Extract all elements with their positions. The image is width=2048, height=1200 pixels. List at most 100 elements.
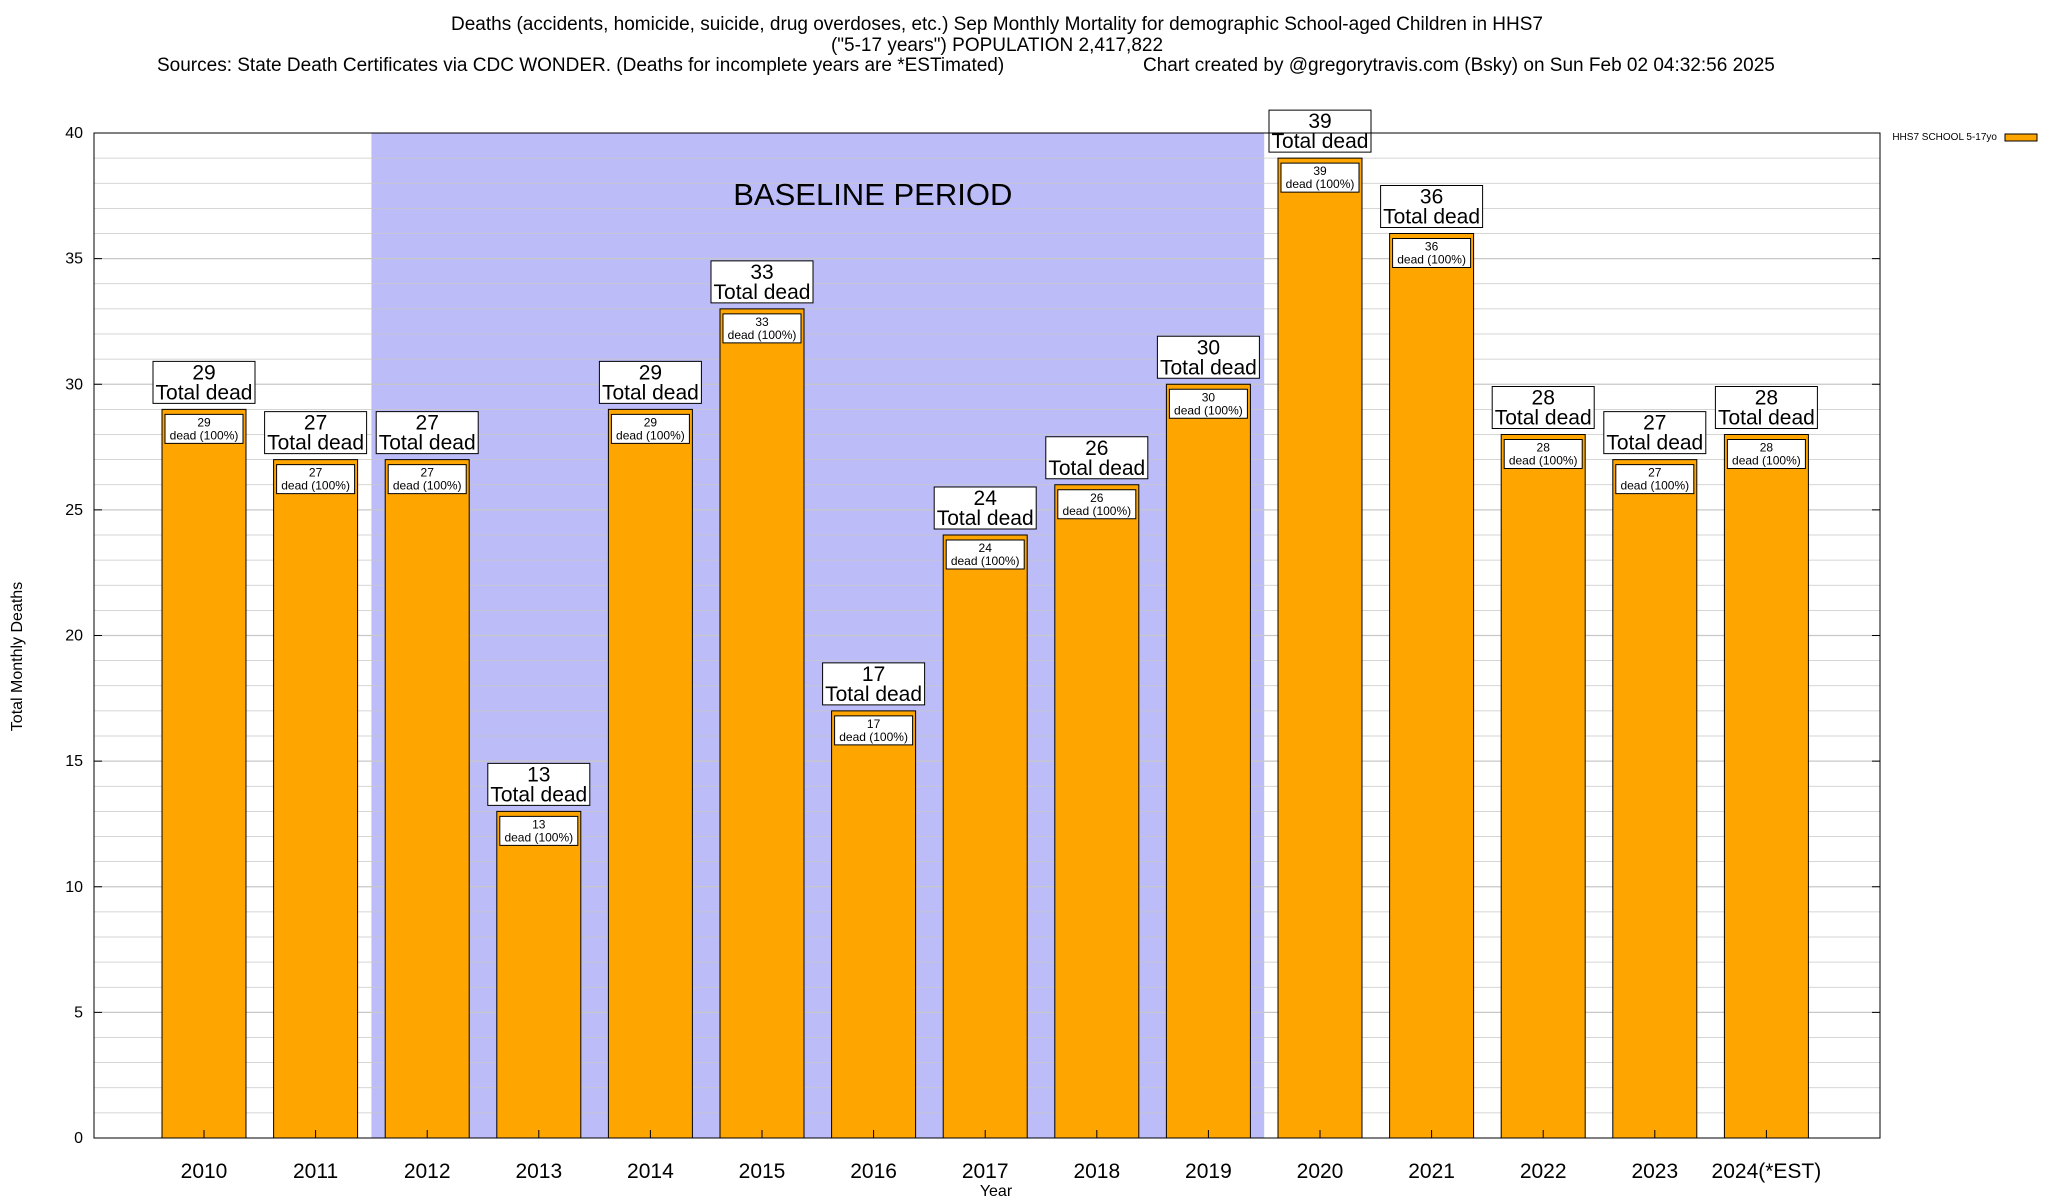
inner-value-label: 33 [755,315,769,329]
total-label-box [264,411,368,455]
y-tick-label: 10 [65,879,83,896]
total-dead-label: Total dead [379,432,476,455]
y-tick-label: 30 [65,376,83,393]
x-tick-label: 2013 [515,1160,562,1183]
total-value-label: 27 [416,412,439,435]
inner-label-box [164,413,244,444]
total-label-box [1491,386,1595,429]
inner-percent-label: dead (100%) [1286,177,1355,191]
inner-value-label: 28 [1760,441,1774,455]
total-dead-label: Total dead [1495,407,1592,430]
total-dead-label: Total dead [602,381,699,404]
inner-value-label: 39 [1313,164,1327,178]
inner-percent-label: dead (100%) [1397,253,1466,267]
y-axis-label: Total Monthly Deaths [9,582,26,731]
total-label-box [375,411,479,455]
inner-label-box [1726,439,1806,469]
x-axis-label: Year [980,1183,1013,1200]
chart-title-line-1: Deaths (accidents, homicide, suicide, dr… [451,14,1543,35]
total-label-box [822,662,926,706]
bar [719,308,805,1139]
inner-value-label: 26 [1090,491,1104,505]
inner-value-label: 28 [1537,441,1551,455]
total-label-box [487,762,591,806]
bar [942,534,1028,1139]
bar [607,408,693,1139]
total-value-label: 13 [527,763,550,786]
total-label-box [1156,335,1260,379]
total-dead-label: Total dead [267,432,364,455]
y-tick-label: 0 [74,1130,83,1147]
total-dead-label: Total dead [1272,130,1369,153]
y-tick-label: 5 [74,1004,83,1021]
inner-label-box [1280,162,1360,193]
bar [496,810,582,1139]
total-value-label: 24 [974,487,998,510]
inner-percent-label: dead (100%) [1620,479,1689,493]
total-dead-label: Total dead [490,783,587,806]
inner-label-box [1392,238,1472,268]
x-tick-label: 2019 [1185,1160,1232,1183]
inner-value-label: 27 [1648,466,1662,480]
chart-credit-text: Chart created by @gregorytravis.com (Bsk… [1143,55,1775,76]
inner-label-box [499,815,579,846]
inner-label-box [610,413,690,444]
inner-label-box [1168,388,1248,419]
y-tick-label: 15 [65,753,83,770]
inner-label-box [834,715,914,746]
total-label-box [1714,386,1818,429]
total-label-box [710,260,814,304]
inner-value-label: 24 [979,541,993,555]
total-dead-label: Total dead [1048,457,1145,480]
total-value-label: 29 [192,361,215,384]
inner-percent-label: dead (100%) [728,328,797,342]
inner-percent-label: dead (100%) [170,428,239,442]
inner-label-box [945,539,1025,570]
total-label-box [598,360,702,404]
total-dead-label: Total dead [156,381,253,404]
inner-value-label: 29 [644,415,658,429]
inner-percent-label: dead (100%) [1732,454,1801,468]
y-tick-label: 35 [65,251,83,268]
inner-value-label: 30 [1202,390,1216,404]
inner-value-label: 17 [867,717,881,731]
total-label-box [152,360,256,404]
inner-percent-label: dead (100%) [1509,454,1578,468]
bar [1612,459,1698,1139]
inner-label-box [1615,464,1695,495]
inner-percent-label: dead (100%) [393,479,462,493]
inner-percent-label: dead (100%) [839,730,908,744]
x-tick-label: 2021 [1408,1160,1455,1183]
total-value-label: 28 [1532,387,1555,410]
total-value-label: 39 [1308,110,1331,133]
bar [161,408,247,1139]
total-value-label: 36 [1420,186,1443,209]
total-value-label: 27 [1643,412,1666,435]
y-tick-label: 40 [65,125,83,142]
inner-value-label: 29 [197,415,211,429]
total-value-label: 30 [1197,336,1220,359]
total-value-label: 28 [1755,387,1778,410]
x-tick-label: 2011 [293,1160,338,1183]
bar [1054,484,1140,1139]
bar [1389,233,1475,1139]
total-label-box [1380,185,1484,228]
chart-sources-text: Sources: State Death Certificates via CD… [157,55,1004,76]
x-tick-label: 2022 [1520,1160,1567,1183]
x-tick-label: 2014 [627,1160,674,1183]
x-tick-label: 2017 [962,1160,1009,1183]
inner-label-box [387,464,467,495]
x-axis-ticks: 2010 2011 2012 2013 2014 2015 2016 2017 2018 2019… [181,1130,1821,1183]
total-value-label: 33 [750,261,773,284]
x-tick-label: 2023 [1631,1160,1678,1183]
